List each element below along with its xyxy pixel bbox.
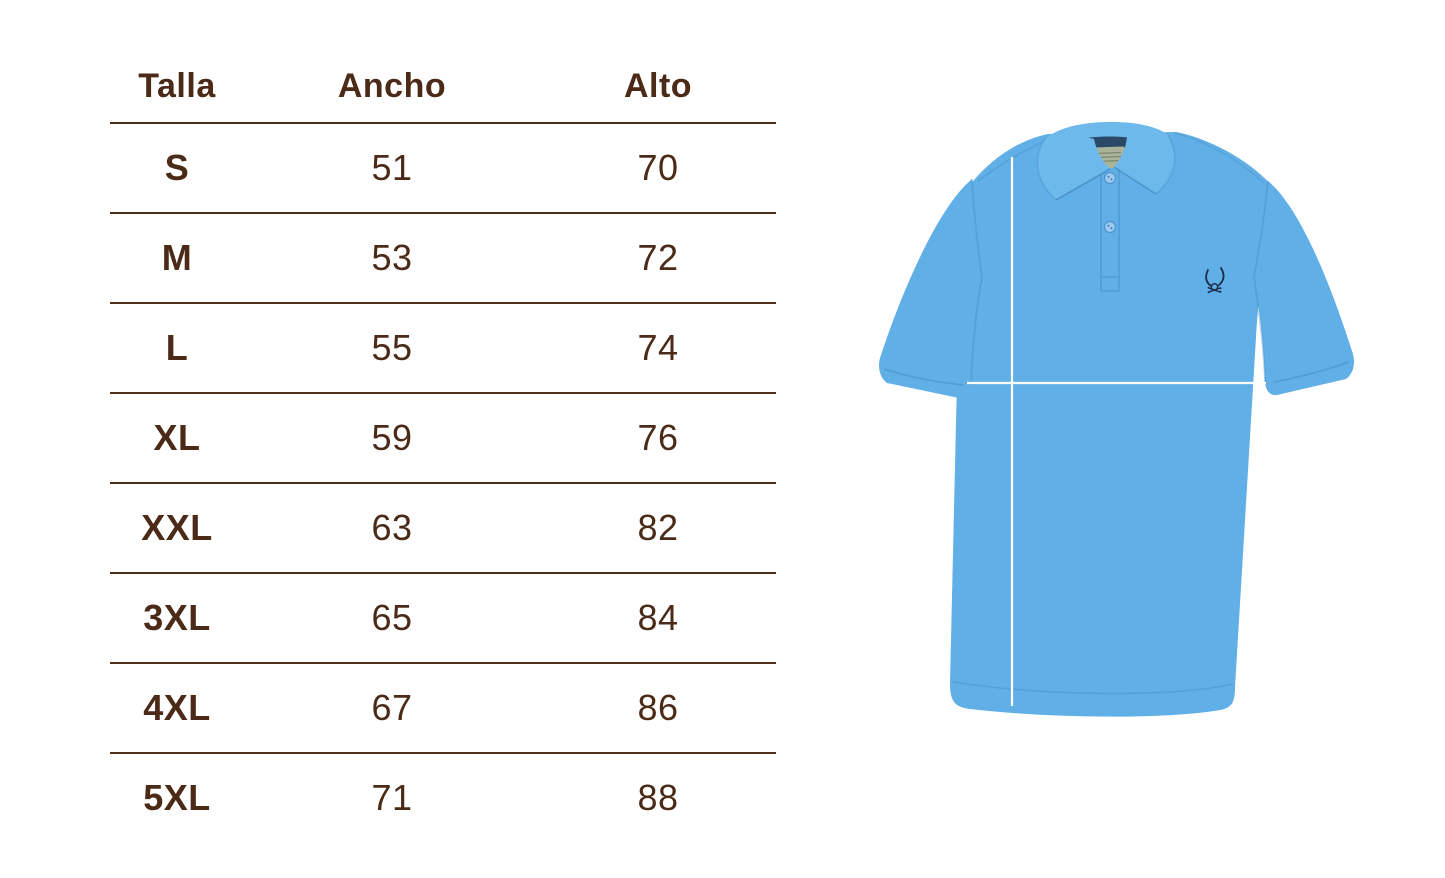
bone-tip: [1207, 286, 1210, 289]
polo-torso: [950, 132, 1273, 717]
bone-tip: [1219, 290, 1222, 293]
right-shoulder-seam: [1174, 132, 1265, 184]
cell-talla: L: [165, 327, 189, 368]
cell-talla: 5XL: [143, 777, 211, 818]
logo-left-ear: [1205, 269, 1212, 287]
button-bottom-hole: [1110, 227, 1113, 230]
placket-stitching: [1100, 165, 1120, 292]
cell-ancho: 51: [371, 147, 413, 188]
button-top-hole: [1110, 178, 1113, 181]
size-row-l: L 55 74: [110, 302, 776, 392]
cell-talla: XXL: [141, 507, 213, 548]
header-ancho: Ancho: [337, 67, 447, 105]
cell-ancho: 59: [371, 417, 413, 458]
header-talla: Talla: [138, 67, 216, 105]
size-row-4xl: 4XL 67 86: [110, 662, 776, 752]
size-row-xxl: XXL 63 82: [110, 482, 776, 572]
bone-tip: [1207, 291, 1210, 294]
cell-ancho: 63: [371, 507, 413, 548]
logo-bone-tips: [1207, 286, 1222, 294]
cell-ancho: 71: [371, 777, 413, 818]
right-armhole-seam: [1253, 180, 1269, 383]
left-sleeve: [879, 179, 982, 399]
cell-alto: 88: [637, 777, 679, 818]
cell-alto: 70: [637, 147, 679, 188]
cell-talla: M: [161, 237, 193, 278]
size-row-m: M 53 72: [110, 212, 776, 302]
size-chart-header-row: Talla Ancho Alto: [110, 50, 776, 122]
cell-alto: 76: [637, 417, 679, 458]
header-alto: Alto: [623, 67, 693, 105]
polo-shirt-image: [858, 103, 1382, 727]
cell-talla: 4XL: [143, 687, 211, 728]
collar-left-flap: [1037, 135, 1110, 200]
size-chart-table: Talla Ancho Alto S 51 70 M 53 72 L 55 74…: [110, 50, 776, 842]
collar-outline: [1036, 134, 1176, 201]
cell-ancho: 53: [371, 237, 413, 278]
cell-alto: 86: [637, 687, 679, 728]
logo-right-ear: [1218, 267, 1225, 286]
cell-alto: 82: [637, 507, 679, 548]
size-row-5xl: 5XL 71 88: [110, 752, 776, 842]
button-bottom: [1103, 220, 1117, 234]
cell-ancho: 65: [371, 597, 413, 638]
cell-alto: 74: [637, 327, 679, 368]
right-sleeve: [1254, 181, 1354, 396]
button-top: [1103, 171, 1117, 185]
right-cuff-stitch: [1273, 361, 1350, 383]
size-row-xl: XL 59 76: [110, 392, 776, 482]
cell-talla: 3XL: [143, 597, 211, 638]
collar-back-rim: [1046, 121, 1168, 151]
cell-alto: 84: [637, 597, 679, 638]
size-row-s: S 51 70: [110, 122, 776, 212]
logo-crossbones: [1208, 287, 1221, 293]
size-row-3xl: 3XL 65 84: [110, 572, 776, 662]
left-cuff-stitch: [883, 368, 965, 386]
button-top-hole: [1107, 175, 1110, 178]
left-armhole-seam: [970, 178, 983, 386]
bunny-logo-icon: [1205, 267, 1225, 293]
cell-talla: XL: [153, 417, 201, 458]
collar-edge-shadow: [1055, 166, 1157, 201]
button-bottom-hole: [1107, 224, 1110, 227]
cell-ancho: 55: [371, 327, 413, 368]
hem-stitch: [952, 681, 1234, 695]
cell-ancho: 67: [371, 687, 413, 728]
cell-alto: 72: [637, 237, 679, 278]
placket-buttons: [1103, 171, 1117, 234]
collar-right-flap: [1114, 133, 1175, 194]
cell-talla: S: [164, 147, 190, 188]
bone-tip: [1219, 287, 1222, 290]
